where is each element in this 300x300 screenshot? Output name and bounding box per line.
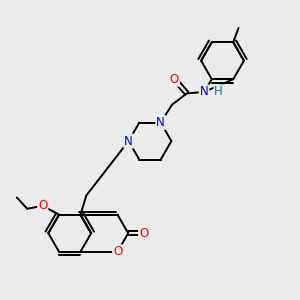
Text: N: N — [200, 85, 208, 98]
Text: O: O — [38, 199, 47, 212]
Text: N: N — [156, 116, 165, 129]
Text: H: H — [214, 85, 223, 98]
Text: O: O — [113, 245, 122, 258]
Text: O: O — [139, 227, 148, 240]
Text: O: O — [170, 73, 179, 86]
Text: N: N — [124, 135, 133, 148]
